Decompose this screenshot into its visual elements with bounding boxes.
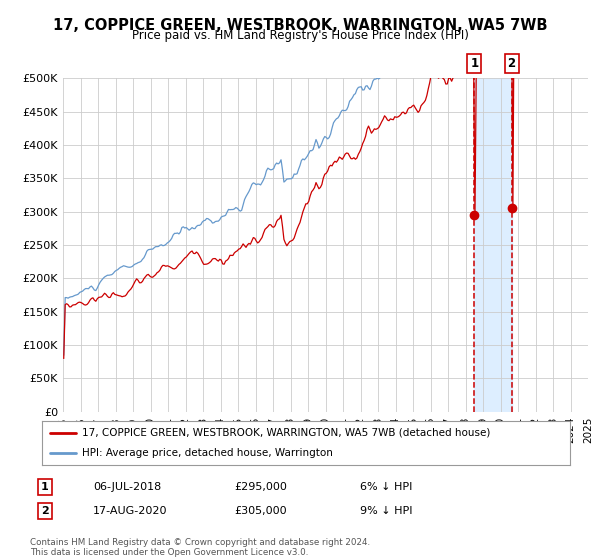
- Text: 17-AUG-2020: 17-AUG-2020: [93, 506, 167, 516]
- Text: 2: 2: [41, 506, 49, 516]
- Text: £295,000: £295,000: [234, 482, 287, 492]
- Text: 1: 1: [470, 57, 478, 70]
- Text: 6% ↓ HPI: 6% ↓ HPI: [360, 482, 412, 492]
- Text: 17, COPPICE GREEN, WESTBROOK, WARRINGTON, WA5 7WB: 17, COPPICE GREEN, WESTBROOK, WARRINGTON…: [53, 18, 547, 33]
- Text: 1: 1: [41, 482, 49, 492]
- Text: £305,000: £305,000: [234, 506, 287, 516]
- Text: 2: 2: [508, 57, 515, 70]
- Text: 9% ↓ HPI: 9% ↓ HPI: [360, 506, 413, 516]
- Text: HPI: Average price, detached house, Warrington: HPI: Average price, detached house, Warr…: [82, 448, 332, 458]
- Text: Contains HM Land Registry data © Crown copyright and database right 2024.
This d: Contains HM Land Registry data © Crown c…: [30, 538, 370, 557]
- Text: 06-JUL-2018: 06-JUL-2018: [93, 482, 161, 492]
- Text: 17, COPPICE GREEN, WESTBROOK, WARRINGTON, WA5 7WB (detached house): 17, COPPICE GREEN, WESTBROOK, WARRINGTON…: [82, 428, 490, 438]
- Bar: [475, 78, 512, 412]
- Text: Price paid vs. HM Land Registry's House Price Index (HPI): Price paid vs. HM Land Registry's House …: [131, 29, 469, 42]
